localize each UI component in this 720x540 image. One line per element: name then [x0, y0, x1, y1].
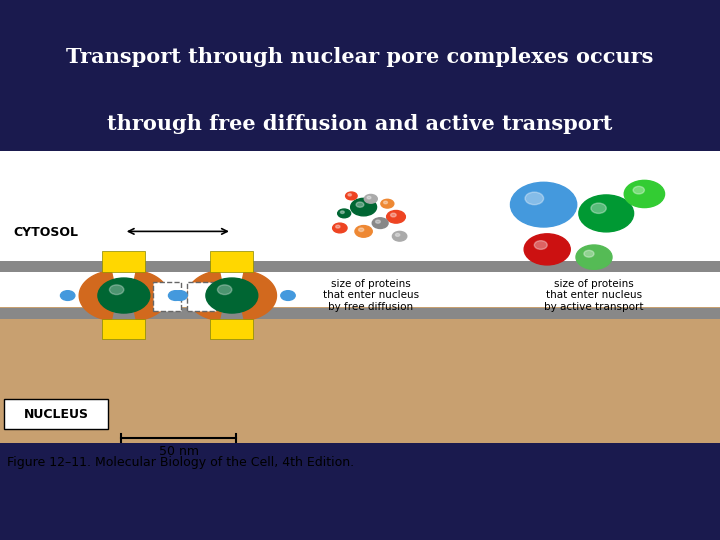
Bar — [0, 307, 720, 443]
Text: Transport through nuclear pore complexes occurs: Transport through nuclear pore complexes… — [66, 48, 654, 68]
Circle shape — [367, 197, 371, 199]
Circle shape — [376, 220, 380, 223]
Text: through free diffusion and active transport: through free diffusion and active transp… — [107, 114, 613, 134]
Bar — [187, 282, 216, 310]
Text: size of proteins
that enter nucleus
by active transport: size of proteins that enter nucleus by a… — [544, 279, 644, 312]
Bar — [153, 282, 181, 310]
Circle shape — [351, 198, 377, 216]
Circle shape — [281, 291, 295, 300]
Circle shape — [217, 285, 232, 295]
Circle shape — [336, 225, 340, 228]
Bar — [102, 319, 145, 339]
Circle shape — [346, 192, 357, 200]
Circle shape — [624, 180, 665, 207]
Polygon shape — [133, 271, 168, 321]
Circle shape — [338, 209, 351, 218]
Circle shape — [173, 291, 187, 300]
Text: 50 nm: 50 nm — [158, 445, 199, 458]
Polygon shape — [79, 271, 114, 321]
Circle shape — [584, 251, 594, 257]
Bar — [0, 308, 720, 319]
Circle shape — [579, 195, 634, 232]
Circle shape — [524, 234, 570, 265]
Circle shape — [348, 194, 351, 196]
Circle shape — [98, 278, 150, 313]
Circle shape — [395, 233, 400, 237]
Circle shape — [390, 213, 396, 217]
Circle shape — [633, 186, 644, 194]
Circle shape — [206, 278, 258, 313]
Text: NUCLEUS: NUCLEUS — [24, 408, 89, 421]
Circle shape — [364, 194, 377, 203]
Circle shape — [381, 199, 394, 208]
Text: CYTOSOL: CYTOSOL — [13, 226, 78, 239]
Text: Figure 12–11. Molecular Biology of the Cell, 4th Edition.: Figure 12–11. Molecular Biology of the C… — [7, 456, 354, 469]
Circle shape — [372, 218, 388, 228]
Circle shape — [384, 201, 387, 204]
Bar — [0, 261, 720, 272]
Bar — [210, 251, 253, 272]
Circle shape — [510, 183, 577, 227]
Bar — [210, 319, 253, 339]
Polygon shape — [187, 271, 222, 321]
Bar — [4, 399, 108, 429]
Circle shape — [525, 192, 544, 205]
Circle shape — [356, 202, 364, 207]
Circle shape — [591, 203, 606, 213]
Polygon shape — [241, 271, 276, 321]
Circle shape — [359, 228, 364, 232]
Circle shape — [355, 226, 372, 237]
Bar — [0, 151, 720, 307]
Circle shape — [333, 223, 347, 233]
Circle shape — [576, 245, 612, 269]
Circle shape — [109, 285, 124, 295]
Circle shape — [168, 291, 183, 300]
Circle shape — [341, 211, 344, 213]
Circle shape — [534, 241, 547, 249]
Circle shape — [387, 211, 405, 223]
Bar — [102, 251, 145, 272]
Circle shape — [392, 231, 407, 241]
Circle shape — [60, 291, 75, 300]
Text: size of proteins
that enter nucleus
by free diffusion: size of proteins that enter nucleus by f… — [323, 279, 419, 312]
